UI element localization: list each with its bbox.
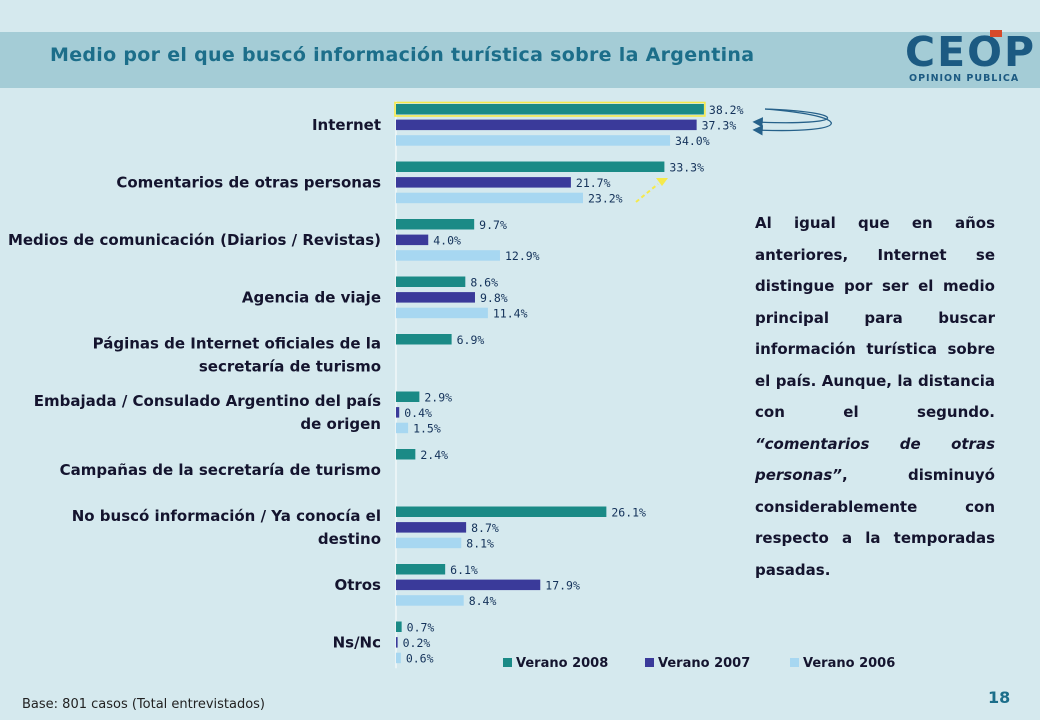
side-note-part1: Al igual que en años anteriores, Interne… (755, 214, 995, 421)
bar-verano-2006 (396, 250, 500, 261)
data-label: 33.3% (669, 161, 704, 175)
bar-verano-2008 (396, 161, 665, 172)
category-label: de origen (300, 415, 381, 433)
legend-label: Verano 2007 (658, 656, 750, 671)
bar-verano-2006 (396, 192, 583, 204)
bar-verano-2007 (396, 292, 475, 303)
data-label: 0.6% (406, 652, 434, 666)
category-label: destino (318, 530, 381, 548)
connector-arrowhead (656, 178, 668, 186)
page-number: 18 (988, 688, 1011, 707)
logo-text: CEOP (905, 28, 1036, 76)
bar-verano-2006 (396, 652, 401, 664)
data-label: 37.3% (702, 119, 737, 133)
bar-verano-2008 (396, 276, 466, 287)
data-label: 34.0% (675, 134, 710, 148)
logo-accent-mark (990, 30, 1002, 37)
category-label: Campañas de la secretaría de turismo (60, 461, 381, 479)
data-label: 4.0% (433, 234, 461, 248)
data-label: 0.2% (403, 636, 431, 650)
bar-verano-2007 (396, 119, 697, 131)
data-label: 12.9% (505, 249, 540, 263)
bar-verano-2008 (396, 506, 607, 517)
arrow-2008-to-2007 (752, 108, 829, 128)
side-note: Al igual que en años anteriores, Interne… (755, 208, 995, 586)
dashed-connector (635, 183, 659, 203)
category-label: No buscó información / Ya conocía el (72, 507, 381, 525)
data-label: 1.5% (413, 422, 441, 436)
legend-label: Verano 2008 (516, 656, 608, 671)
bar-verano-2006 (396, 422, 409, 434)
bar-verano-2006 (396, 307, 488, 319)
category-label: Comentarios de otras personas (116, 173, 381, 191)
category-label: Embajada / Consulado Argentino del país (34, 392, 381, 410)
bar-verano-2008 (396, 449, 416, 460)
bar-verano-2008 (396, 334, 452, 345)
category-label: Internet (312, 116, 381, 134)
side-note-quote: “comentarios de otras personas” (755, 434, 995, 485)
data-label: 11.4% (493, 307, 528, 321)
highlight-outline (394, 101, 706, 117)
base-footnote: Base: 801 casos (Total entrevistados) (22, 697, 266, 712)
data-label: 2.9% (424, 391, 452, 405)
bar-verano-2008 (396, 391, 420, 402)
arrow-2007-to-2006 (752, 108, 832, 136)
bar-verano-2008 (396, 219, 475, 230)
page-title: Medio por el que buscó información turís… (50, 44, 755, 66)
category-label: Agencia de viaje (242, 288, 381, 306)
bar-verano-2007 (396, 177, 571, 188)
data-label: 2.4% (420, 448, 448, 462)
side-note-part2: , disminuyó considerablemente con respec… (755, 466, 995, 579)
data-label: 8.1% (466, 537, 494, 551)
bar-verano-2006 (396, 595, 464, 606)
category-label: Ns/Nc (333, 633, 381, 651)
category-label: Otros (334, 576, 381, 594)
data-label: 26.1% (611, 506, 646, 520)
bar-verano-2008 (396, 621, 402, 632)
data-label: 9.7% (479, 218, 507, 232)
bar-verano-2007 (396, 407, 400, 418)
data-label: 0.7% (407, 621, 435, 635)
bar-verano-2008 (396, 564, 446, 575)
data-label: 6.9% (457, 333, 485, 347)
header-band (0, 32, 1040, 88)
bar-verano-2007 (396, 234, 429, 246)
legend-swatch (790, 658, 799, 667)
data-label: 21.7% (576, 176, 611, 190)
legend-label: Verano 2006 (803, 656, 895, 671)
ceop-logo: CEOP OPINION PUBLICA (905, 28, 1034, 90)
bar-verano-2006 (396, 135, 671, 146)
category-label: Páginas de Internet oficiales de la (93, 334, 381, 352)
logo-subtitle: OPINION PUBLICA (909, 73, 1020, 84)
category-label: secretaría de turismo (199, 357, 381, 375)
bar-verano-2008 (396, 104, 704, 115)
data-label: 38.2% (709, 103, 744, 117)
bar-verano-2007 (396, 522, 467, 533)
bar-chart: Internet 38.2% 37.3%34.0% Comentarios de ot… (8, 101, 895, 671)
data-label: 9.8% (480, 291, 508, 305)
bar-verano-2007 (396, 637, 398, 648)
data-label: 23.2% (588, 192, 623, 206)
legend-swatch (645, 658, 654, 667)
data-label: 0.4% (404, 406, 432, 420)
data-label: 8.4% (469, 594, 497, 608)
data-label: 8.7% (471, 521, 499, 535)
data-label: 8.6% (470, 276, 498, 290)
data-label: 6.1% (450, 563, 478, 577)
bar-verano-2007 (396, 579, 541, 591)
data-label: 17.9% (545, 579, 580, 593)
bar-verano-2006 (396, 537, 462, 549)
category-label: Medios de comunicación (Diarios / Revist… (8, 231, 381, 249)
legend-swatch (503, 658, 512, 667)
